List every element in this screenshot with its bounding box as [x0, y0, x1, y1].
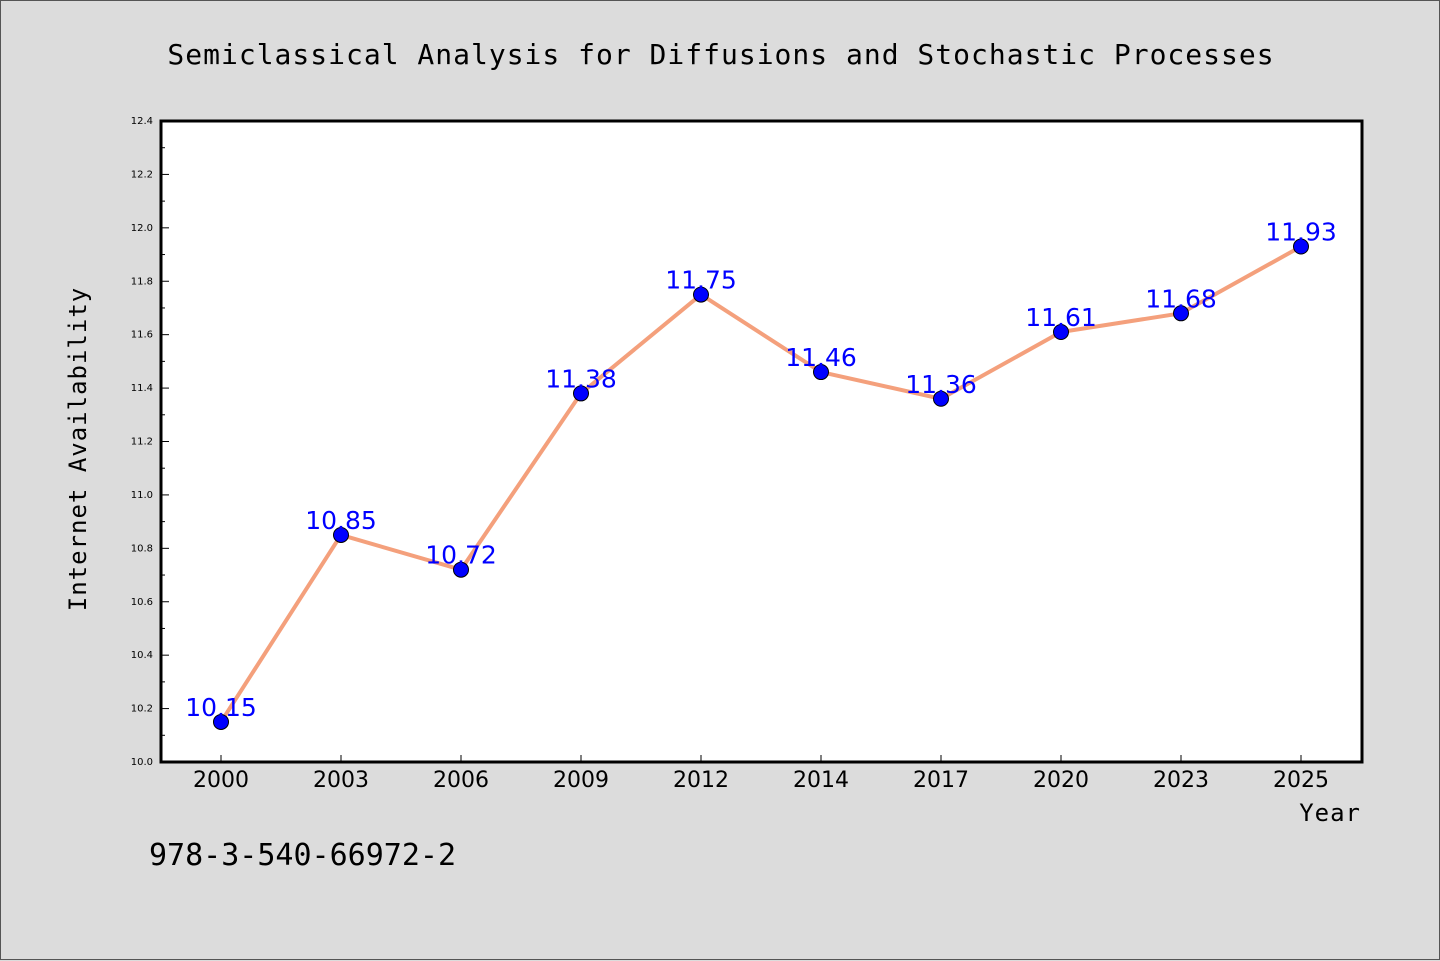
data-label: 11.75 [665, 266, 737, 295]
y-axis-label: Internet Availability [64, 287, 92, 611]
data-point [453, 561, 469, 578]
y-tick-label: 10.4 [131, 650, 153, 661]
x-tick-label: 2025 [1273, 768, 1329, 793]
data-label: 11.38 [545, 364, 617, 393]
x-tick-label: 2023 [1153, 768, 1209, 793]
y-tick-label: 10.2 [131, 704, 153, 715]
y-tick-label: 11.0 [131, 490, 153, 501]
x-axis: 2000 2003 2006 2009 2012 2014 2017 2020 2023 2025 [193, 755, 1329, 793]
series-markers [213, 238, 1309, 730]
y-tick-label: 11.4 [131, 383, 153, 394]
y-tick-label: 11.8 [131, 276, 153, 287]
isbn-footer: 978-3-540-66972-2 [149, 838, 456, 873]
plot-border [159, 119, 1364, 764]
data-labels: 10.15 10.85 10.72 11.38 11.75 11.46 11.36 11.61… [185, 218, 1337, 722]
data-point [573, 385, 589, 402]
data-point [813, 364, 829, 381]
data-label: 11.61 [1025, 303, 1097, 332]
data-point [333, 526, 349, 543]
data-point [933, 390, 949, 407]
y-axis: 10.0 10.2 10.4 10.6 10.8 11.0 11.2 11.4 11.6 11.8… [131, 116, 169, 768]
x-tick-label: 2012 [673, 768, 729, 793]
x-tick-label: 2014 [793, 768, 849, 793]
x-tick-label: 2017 [913, 768, 969, 793]
chart-title: Semiclassical Analysis for Diffusions an… [167, 38, 1274, 71]
series-line [219, 244, 1303, 724]
data-point [1293, 238, 1309, 255]
y-tick-label: 12.2 [131, 169, 153, 180]
data-point [213, 713, 229, 730]
data-label: 11.93 [1265, 218, 1337, 247]
data-label: 11.68 [1145, 284, 1217, 313]
plot-area [161, 121, 1362, 762]
data-point [1173, 305, 1189, 322]
data-point [1053, 323, 1069, 340]
data-label: 10.15 [185, 693, 257, 722]
x-tick-label: 2020 [1033, 768, 1089, 793]
y-tick-label: 10.6 [131, 597, 153, 608]
data-point [693, 286, 709, 303]
y-tick-label: 12.4 [131, 116, 153, 127]
y-tick-label: 12.0 [131, 223, 153, 234]
y-tick-label: 11.6 [131, 330, 153, 341]
data-label: 10.72 [425, 541, 497, 570]
y-tick-label: 10.8 [131, 543, 153, 554]
x-tick-label: 2003 [313, 768, 369, 793]
data-label: 10.85 [305, 506, 377, 535]
y-tick-label: 10.0 [131, 757, 153, 768]
x-tick-label: 2006 [433, 768, 489, 793]
y-tick-label: 11.2 [131, 437, 153, 448]
data-label: 11.36 [905, 370, 977, 399]
x-axis-label: Year [1299, 799, 1361, 827]
data-label: 11.46 [785, 343, 857, 372]
x-tick-label: 2000 [193, 768, 249, 793]
x-tick-label: 2009 [553, 768, 609, 793]
